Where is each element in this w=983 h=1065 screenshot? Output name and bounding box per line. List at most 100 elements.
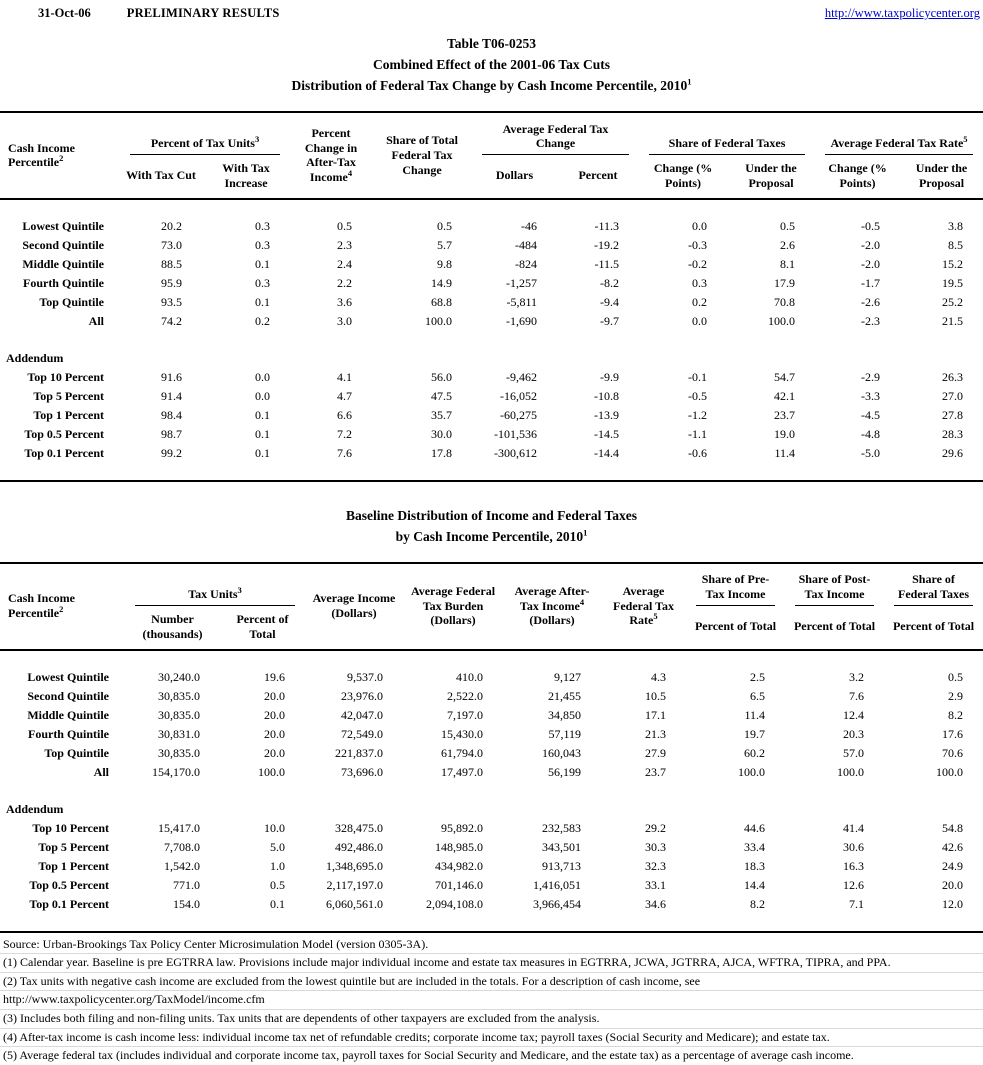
cell-value: 15.2 [942, 256, 964, 271]
row-label: Top 5 Percent [38, 839, 109, 854]
baseline-table: Cash Income Percentile2 Tax Units3 Avera… [0, 561, 983, 933]
cell-value: 2.9 [948, 688, 963, 703]
cell-value: 74.2 [161, 313, 182, 328]
cell-value: 10.5 [645, 688, 666, 703]
cell-value: -11.5 [594, 256, 620, 271]
table-row: Top 10 Percent 91.6 0.0 4.1 56.0 -9,462 -9.9 -0… [0, 368, 983, 387]
row-label: Top 0.5 Percent [29, 877, 109, 892]
cell-value: -2.0 [861, 256, 881, 271]
col-header-percent-of-total-pretax: Percent of Total [694, 619, 777, 634]
cell-value: 28.3 [942, 426, 964, 441]
col-header-cash-income-percentile: Cash Income Percentile2 [0, 563, 125, 650]
cell-value: 19.5 [942, 275, 964, 290]
header-text: Share of Post-Tax Income [798, 572, 871, 601]
cell-value: 68.8 [431, 294, 453, 309]
cell-value: -5.0 [861, 445, 881, 460]
cell-value: 30,835.0 [158, 707, 200, 722]
cell-value: -1,257 [506, 275, 538, 290]
row-label: Second Quintile [22, 237, 104, 252]
cell-value: 154.0 [173, 896, 200, 911]
table-row: Top Quintile 93.5 0.1 3.6 68.8 -5,811 -9.4 0.2 7… [0, 293, 983, 312]
cell-value: 10.0 [264, 820, 285, 835]
cell-value: 54.8 [942, 820, 963, 835]
tax-change-table: Cash Income Percentile2 Percent of Tax U… [0, 110, 983, 482]
row-label: Middle Quintile [22, 256, 104, 271]
title-text: Distribution of Federal Tax Change by Ca… [291, 77, 688, 93]
cell-value: 30.3 [645, 839, 666, 854]
cell-value: 4.3 [651, 669, 666, 684]
cell-value: 14.4 [744, 877, 765, 892]
cell-value: 100.0 [258, 764, 285, 779]
cell-value: 20.0 [264, 707, 285, 722]
spacer-cell [0, 782, 983, 800]
col-group-average-federal-tax-rate: Average Federal Tax Rate5 [815, 112, 983, 157]
cell-value: 100.0 [768, 313, 796, 328]
row-label: Middle Quintile [27, 707, 109, 722]
cell-value: 0.5 [780, 218, 796, 233]
cell-value: 0.3 [255, 237, 271, 252]
spacer-row [0, 914, 983, 932]
table2-title-line2: by Cash Income Percentile, 20101 [0, 527, 983, 548]
cell-value: 11.4 [744, 707, 765, 722]
cell-value: 98.7 [161, 426, 182, 441]
row-label: Top 0.5 Percent [24, 426, 104, 441]
footnote-ref-4: 4 [579, 596, 585, 607]
row-label: Second Quintile [27, 688, 109, 703]
table2-title-line1: Baseline Distribution of Income and Fede… [345, 507, 637, 523]
cell-value: 15,430.0 [441, 726, 483, 741]
addendum-label: Addendum [6, 801, 64, 816]
row-label: Top 10 Percent [32, 820, 109, 835]
cell-value: -10.8 [594, 388, 620, 403]
cell-value: 6.5 [750, 688, 765, 703]
table1-title-line2: Combined Effect of the 2001-06 Tax Cuts [372, 56, 610, 72]
row-label: Top 5 Percent [33, 388, 104, 403]
cell-value: 8.1 [780, 256, 796, 271]
cell-value: 14.9 [431, 275, 453, 290]
cell-value: 30,835.0 [158, 745, 200, 760]
table1-title-block: Table T06-0253 Combined Effect of the 20… [0, 34, 983, 97]
cell-value: 701,146.0 [435, 877, 483, 892]
col-header-percent-change-after-tax-income: Percent Change in After-Tax Income4 [290, 112, 372, 199]
row-label: Fourth Quintile [27, 726, 109, 741]
cell-value: 0.2 [692, 294, 708, 309]
cell-value: 56,199 [548, 764, 581, 779]
cell-value: 47.5 [431, 388, 453, 403]
taxpolicycenter-link[interactable]: http://www.taxpolicycenter.org [824, 6, 980, 20]
cell-value: -0.3 [688, 237, 708, 252]
col-header-rate-under-proposal: Under the Proposal [915, 161, 968, 190]
source-note: Source: Urban-Brookings Tax Policy Cente… [0, 936, 983, 955]
cell-value: 17.6 [942, 726, 963, 741]
col-group-share-pre-tax-income: Share of Pre-Tax Income [686, 563, 785, 608]
cell-value: 29.6 [942, 445, 964, 460]
spacer-cell [0, 463, 983, 481]
col-header-with-tax-cut: With Tax Cut [126, 168, 196, 183]
row-label: Lowest Quintile [22, 218, 104, 233]
cell-value: 2.2 [337, 275, 353, 290]
cell-value: -3.3 [861, 388, 881, 403]
header-text: Cash Income Percentile [8, 140, 76, 170]
cell-value: -2.0 [861, 237, 881, 252]
cell-value: 30.0 [431, 426, 453, 441]
col-header-percent-of-total-taxes: Percent of Total [892, 619, 975, 634]
table-row: Middle Quintile 30,835.0 20.0 42,047.0 7,197… [0, 706, 983, 725]
cell-value: 17,497.0 [441, 764, 483, 779]
cell-value: 4.7 [337, 388, 353, 403]
cell-value: 42.1 [774, 388, 796, 403]
footnote-1: (1) Calendar year. Baseline is pre EGTRR… [0, 954, 983, 973]
table-row: Top 0.5 Percent 771.0 0.5 2,117,197.0 701,14… [0, 876, 983, 895]
cell-value: 29.2 [645, 820, 666, 835]
cell-value: -101,536 [494, 426, 538, 441]
cell-value: 34,850 [548, 707, 581, 722]
col-group-share-federal-taxes: Share of Federal Taxes [884, 563, 983, 608]
cell-value: 57,119 [548, 726, 581, 741]
cell-value: -824 [515, 256, 538, 271]
cell-value: 27.9 [645, 745, 666, 760]
cell-value: 0.5 [948, 669, 963, 684]
cell-value: -11.3 [594, 218, 620, 233]
cell-value: 33.1 [645, 877, 666, 892]
cell-value: 2,522.0 [447, 688, 483, 703]
cell-value: -4.8 [861, 426, 881, 441]
col-header-average-after-tax-income: Average After-Tax Income4 (Dollars) [503, 563, 601, 650]
cell-value: 7.6 [849, 688, 864, 703]
cell-value: 1,416,051 [533, 877, 581, 892]
